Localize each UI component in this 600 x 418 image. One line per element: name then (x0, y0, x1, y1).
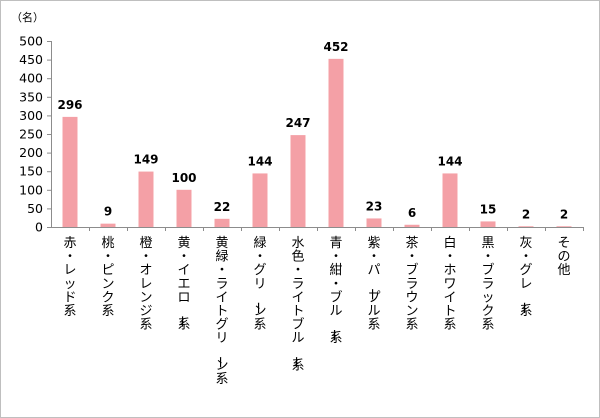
bar (404, 224, 420, 227)
x-category-label: 橙・オレンジ系 (139, 236, 152, 333)
x-category-label: 灰・グレー系 (515, 236, 532, 319)
bar (252, 173, 268, 227)
y-tick-label: 450 (19, 52, 43, 67)
x-category-label: 白・ホワイト系 (443, 235, 456, 333)
bar (214, 218, 230, 227)
data-label: 2 (560, 207, 568, 221)
x-category-label: 緑・グリーン系 (249, 236, 266, 333)
x-category-label: 茶・ブラウン系 (405, 235, 418, 333)
data-label: 9 (104, 205, 112, 219)
data-label: 23 (366, 199, 383, 213)
data-label: 296 (57, 98, 82, 112)
bar (138, 171, 154, 227)
data-label: 144 (437, 154, 462, 168)
bar (480, 221, 496, 227)
x-category-label: 赤・レッド系 (63, 236, 76, 319)
x-category-label: 黄・イエロー系 (173, 236, 190, 333)
x-category-label: 青・紺・ブルー系 (325, 236, 342, 346)
bar (518, 226, 534, 227)
y-axis-ticks: 0 50 100 150 200 250 300 350 400 450 500 (19, 34, 51, 235)
y-tick-label: 100 (19, 182, 43, 197)
data-label: 452 (323, 40, 348, 54)
x-category-label: その他 (557, 236, 570, 278)
data-label: 15 (480, 202, 497, 216)
y-tick-label: 400 (19, 71, 43, 86)
data-label: 22 (214, 200, 231, 214)
x-category-label: 紫・パープル系 (363, 236, 380, 333)
y-tick-label: 350 (19, 89, 43, 104)
data-label: 6 (408, 206, 416, 220)
data-label: 144 (247, 154, 272, 168)
data-label: 2 (522, 207, 530, 221)
bar (442, 173, 458, 227)
y-tick-label: 150 (19, 164, 43, 179)
data-label: 100 (171, 171, 196, 185)
y-tick-label: 250 (19, 127, 43, 142)
y-tick-label: 200 (19, 145, 43, 160)
bar (556, 226, 572, 227)
bar (176, 189, 192, 227)
y-axis-unit-label: （名） (11, 10, 44, 24)
data-label: 149 (133, 153, 158, 167)
y-tick-label: 0 (35, 220, 43, 235)
x-category-label: 黒・ブラック系 (481, 236, 494, 333)
bars (62, 58, 572, 227)
bar (62, 116, 78, 227)
x-category-label: 桃・ピンク系 (101, 236, 114, 319)
y-tick-label: 500 (19, 34, 43, 49)
bar (328, 58, 344, 227)
x-category-label: 黄緑・ライトグリーン系 (211, 236, 228, 387)
bar (290, 135, 306, 227)
y-tick-label: 50 (27, 201, 43, 216)
x-axis-category-labels: 赤・レッド系 桃・ピンク系 橙・オレンジ系 黄・イエロー系 黄緑・ライトグリーン系 緑・グ… (63, 227, 584, 387)
y-tick-label: 300 (19, 108, 43, 123)
data-label: 247 (285, 116, 310, 130)
bar (366, 218, 382, 227)
x-category-label: 水色・ライトブルー系 (287, 236, 304, 373)
bar (100, 223, 116, 227)
